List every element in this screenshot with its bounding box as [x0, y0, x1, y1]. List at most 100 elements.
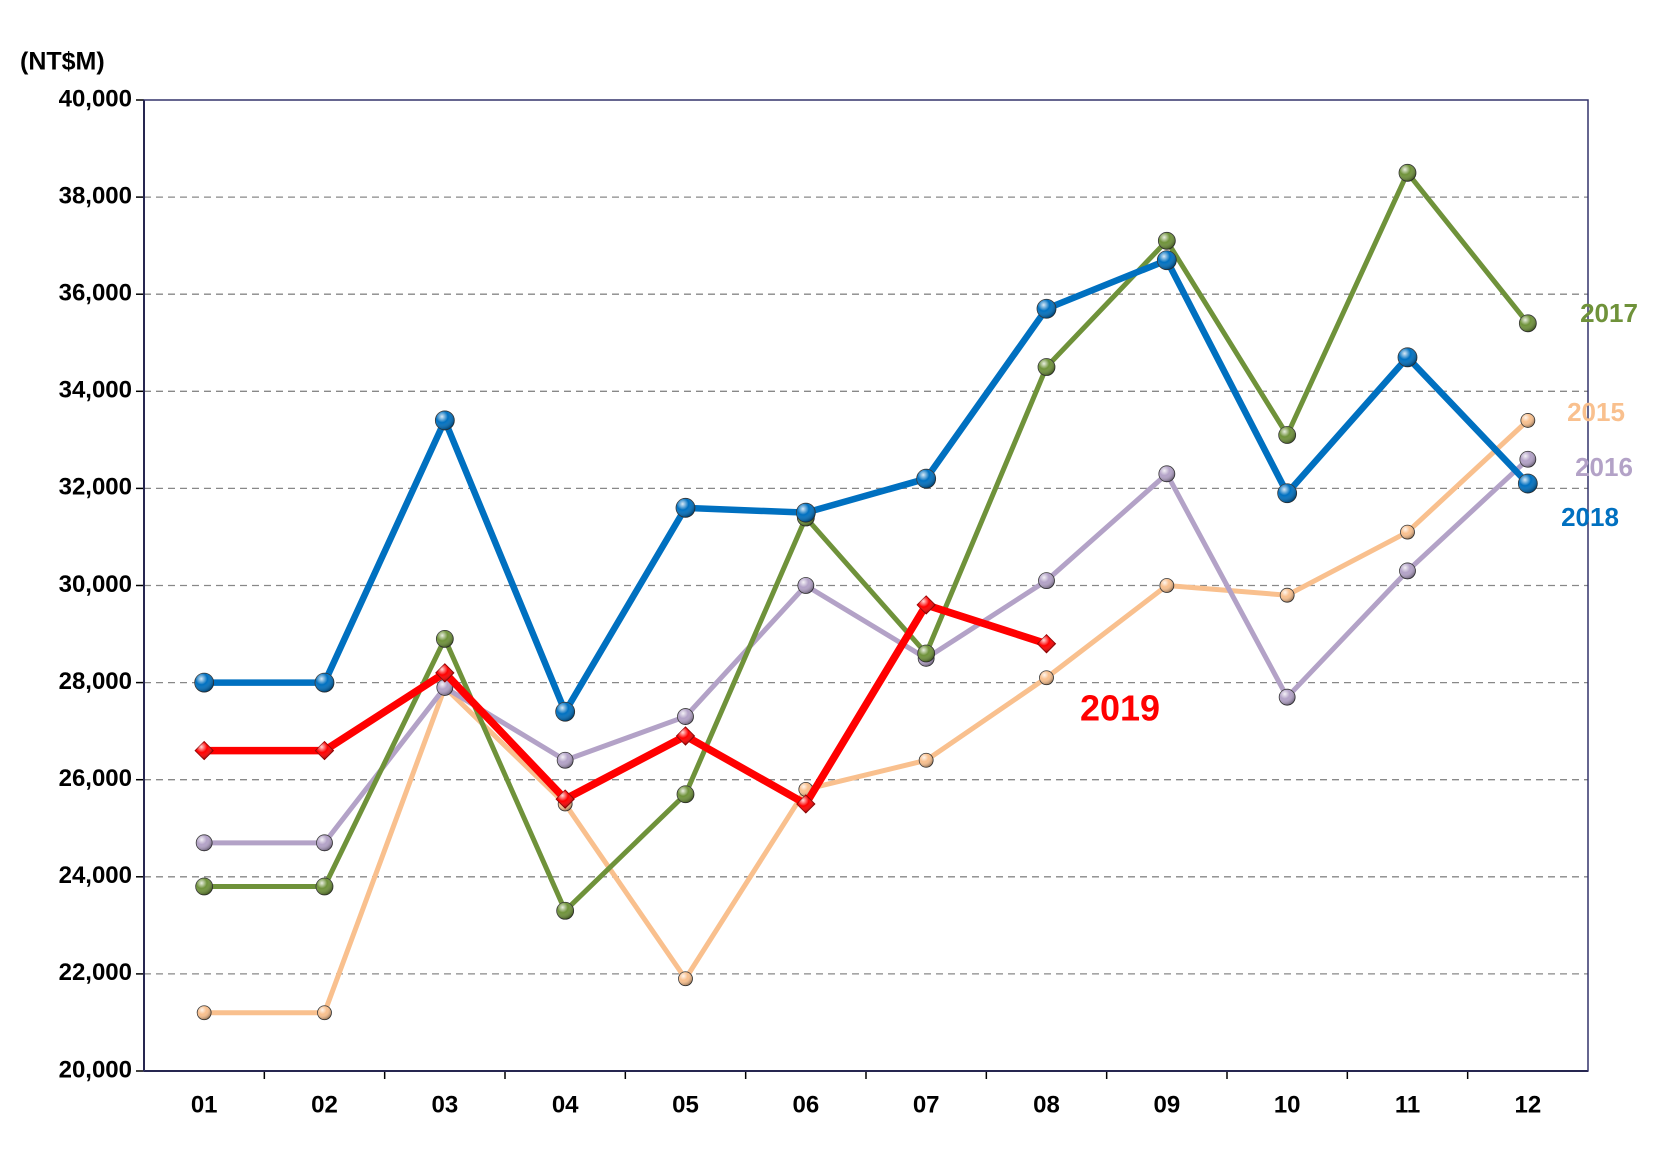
point	[1517, 473, 1538, 494]
point	[1036, 634, 1057, 654]
point	[195, 877, 214, 896]
y-tick-label: 40,000	[59, 85, 132, 112]
point	[1397, 347, 1418, 368]
point	[434, 410, 455, 431]
y-tick-label: 32,000	[59, 474, 132, 501]
y-axis-unit: (NT$M)	[20, 48, 105, 76]
point	[795, 502, 816, 523]
point-shine	[436, 679, 453, 696]
point-shine	[1277, 483, 1297, 503]
point	[1037, 358, 1056, 376]
point-shine	[1519, 451, 1536, 468]
point	[435, 663, 455, 683]
point	[1158, 465, 1176, 483]
point-shine	[556, 790, 575, 809]
point	[678, 971, 693, 987]
x-tick-label: 10	[1274, 1091, 1301, 1118]
point-shine	[197, 1005, 212, 1020]
point	[918, 752, 934, 768]
point-shine	[1519, 314, 1537, 332]
point	[314, 672, 335, 693]
point	[556, 751, 574, 769]
point	[555, 701, 576, 722]
series-label: 2016	[1575, 452, 1633, 482]
point-shine	[1520, 413, 1535, 428]
y-tick-label: 28,000	[59, 668, 132, 695]
plot-frame	[143, 99, 1589, 1072]
point	[556, 901, 575, 920]
point	[1400, 524, 1415, 540]
series-line	[204, 256, 1531, 715]
point-shine	[1037, 299, 1056, 319]
series-line	[204, 170, 1530, 914]
point-shine	[1279, 689, 1296, 706]
point	[435, 630, 454, 648]
point-shine	[436, 630, 454, 648]
point	[555, 789, 575, 809]
y-tick-label: 38,000	[59, 182, 132, 209]
point-shine	[196, 834, 213, 851]
point-shine	[1039, 670, 1054, 685]
y-tick-label: 20,000	[59, 1056, 132, 1083]
x-tick-label: 03	[431, 1091, 458, 1118]
point	[1278, 426, 1297, 444]
point-shine	[676, 498, 695, 518]
point-shine	[796, 503, 816, 523]
point	[797, 577, 815, 594]
point-shine	[1400, 525, 1415, 540]
point-shine	[676, 727, 695, 746]
point-shine	[1398, 347, 1417, 367]
series-label: 2015	[1567, 397, 1625, 427]
point	[1277, 483, 1298, 504]
point-shine	[316, 878, 333, 896]
point	[317, 1005, 332, 1021]
point	[1519, 450, 1537, 468]
point	[196, 1005, 212, 1021]
point	[677, 708, 694, 725]
point-shine	[556, 902, 574, 920]
y-tick-label: 24,000	[59, 862, 132, 889]
x-tick-label: 12	[1514, 1091, 1541, 1118]
point	[1399, 562, 1416, 580]
point	[314, 740, 335, 761]
point-shine	[1159, 578, 1174, 593]
point	[916, 468, 937, 489]
point-shine	[677, 785, 694, 803]
point-shine	[315, 673, 334, 693]
point-shine	[1038, 572, 1055, 589]
x-tick-label: 07	[913, 1091, 940, 1118]
point-shine	[1399, 164, 1416, 182]
point-shine	[555, 702, 575, 722]
point	[1278, 688, 1296, 706]
y-tick-label: 26,000	[59, 765, 132, 792]
series-line	[204, 601, 1048, 808]
series-label: 2017	[1580, 298, 1638, 328]
point-shine	[796, 794, 815, 813]
point-shine	[557, 752, 574, 769]
point-shine	[916, 469, 936, 489]
point-shine	[678, 971, 693, 986]
point	[315, 877, 334, 896]
point	[675, 726, 696, 746]
point	[1157, 231, 1176, 250]
x-tick-label: 05	[672, 1091, 699, 1118]
point	[316, 834, 333, 852]
point-shine	[195, 878, 213, 896]
series-label: 2018	[1561, 502, 1619, 532]
point-shine	[194, 673, 214, 693]
point	[436, 679, 454, 696]
point	[1039, 670, 1054, 686]
series-line	[204, 418, 1530, 1016]
x-tick-label: 02	[311, 1091, 338, 1118]
point	[1398, 163, 1417, 182]
point-shine	[1158, 465, 1175, 482]
point	[796, 794, 816, 814]
point	[1036, 298, 1057, 319]
point-shine	[919, 753, 934, 768]
y-tick-label: 34,000	[59, 377, 132, 404]
point	[194, 672, 215, 693]
point	[1159, 578, 1175, 593]
point-shine	[1518, 474, 1538, 494]
point	[1038, 572, 1055, 590]
